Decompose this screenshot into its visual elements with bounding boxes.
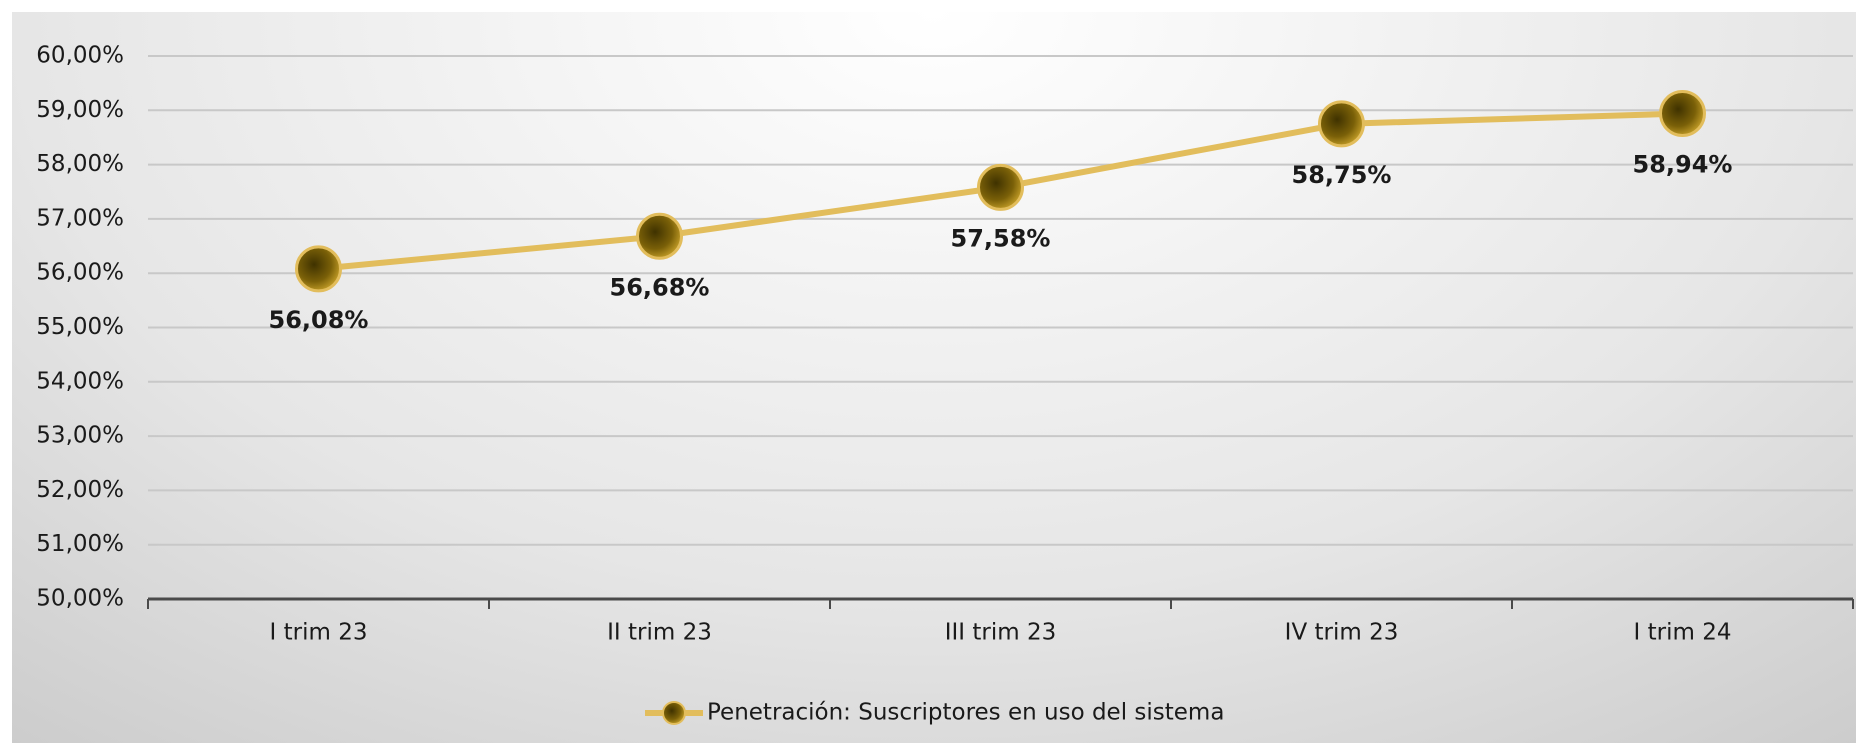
y-tick-label: 54,00%: [36, 368, 124, 394]
chart-background: [12, 12, 1856, 743]
x-tick-label: IV trim 23: [1285, 620, 1399, 646]
data-label: 58,75%: [1292, 161, 1392, 189]
x-tick-label: I trim 23: [270, 620, 368, 646]
data-label: 57,58%: [951, 224, 1051, 252]
x-tick-label: III trim 23: [945, 620, 1057, 646]
data-point: [636, 212, 683, 260]
y-tick-label: 55,00%: [36, 314, 124, 340]
data-point: [977, 163, 1024, 211]
x-tick-label: II trim 23: [607, 620, 712, 646]
y-tick-label: 60,00%: [36, 43, 124, 69]
data-label: 56,08%: [269, 306, 369, 334]
x-tick-label: I trim 24: [1634, 620, 1732, 646]
y-tick-label: 56,00%: [36, 260, 124, 286]
y-tick-label: 51,00%: [36, 531, 124, 557]
legend-marker: [662, 701, 686, 725]
y-tick-label: 57,00%: [36, 205, 124, 231]
y-tick-label: 52,00%: [36, 477, 124, 503]
data-point: [1659, 90, 1706, 138]
data-label: 58,94%: [1633, 151, 1733, 179]
data-label: 56,68%: [610, 273, 710, 301]
y-tick-label: 53,00%: [36, 423, 124, 449]
y-tick-label: 59,00%: [36, 97, 124, 123]
legend-label: Penetración: Suscriptores en uso del sis…: [707, 700, 1224, 726]
data-point: [1318, 100, 1365, 148]
y-tick-label: 58,00%: [36, 151, 124, 177]
data-point: [295, 245, 342, 293]
y-tick-label: 50,00%: [36, 586, 124, 612]
